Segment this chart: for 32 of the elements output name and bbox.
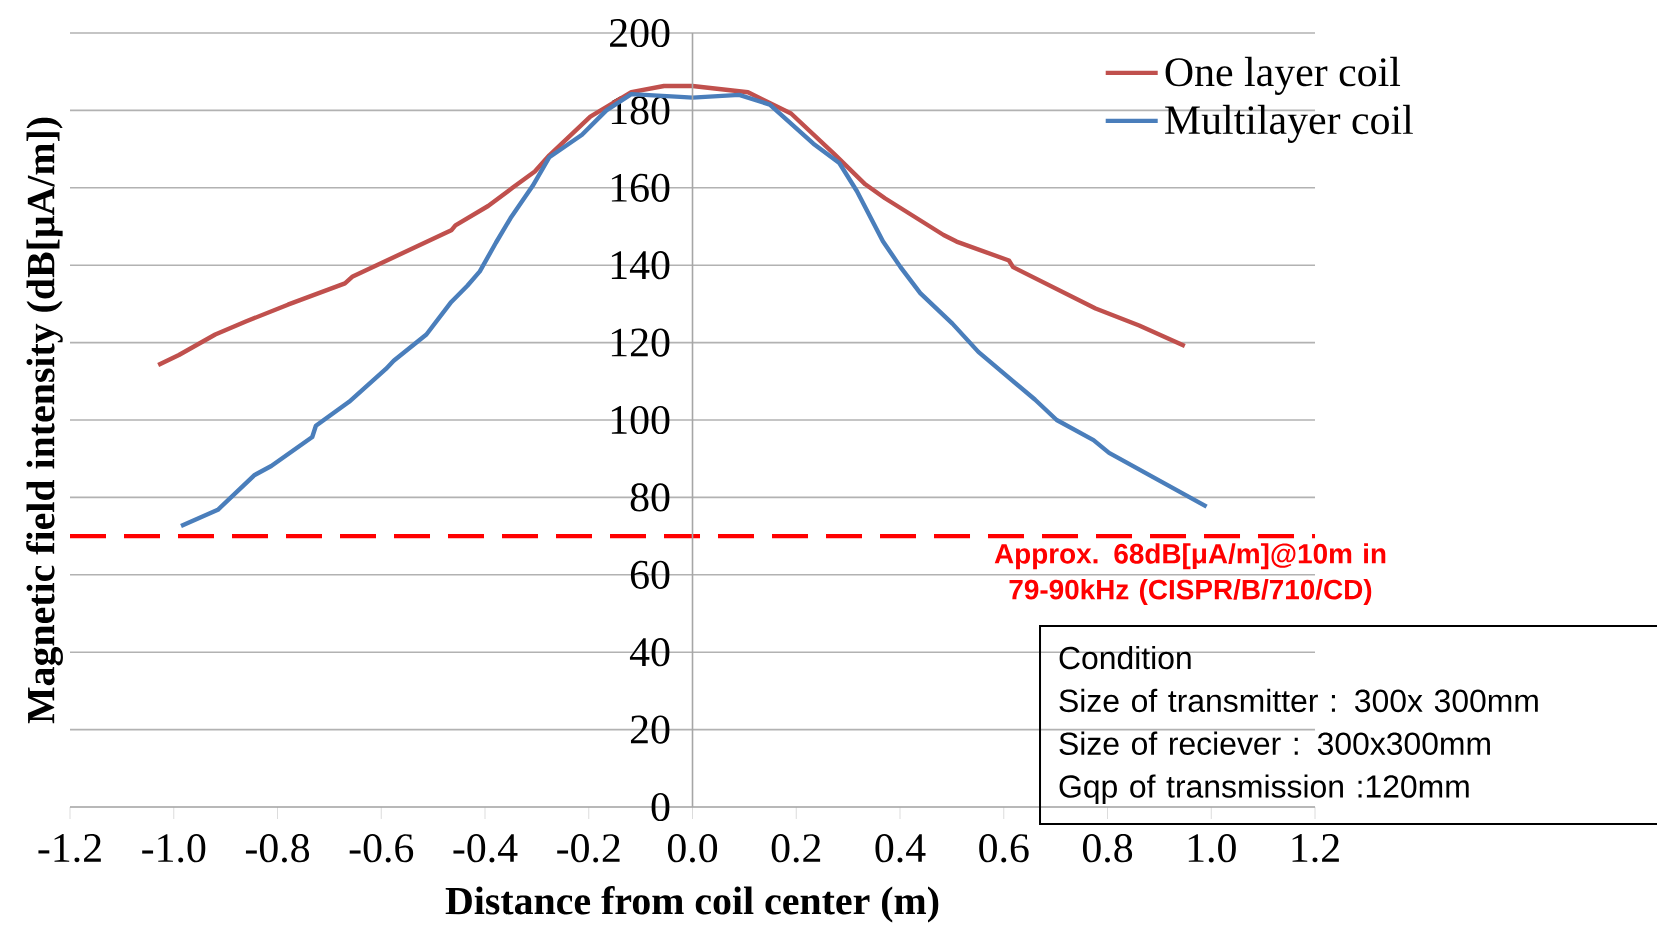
y-tick-label: 160 — [611, 173, 670, 202]
x-tick-label: -0.4 — [453, 834, 518, 863]
x-tick-label: 0.8 — [1082, 834, 1133, 863]
x-tick-label: -1.2 — [38, 834, 101, 863]
x-tick-label: -0.6 — [349, 834, 414, 863]
x-axis-title: Distance from coil center (m) — [445, 886, 939, 923]
x-tick-label: 1.0 — [1188, 834, 1236, 863]
y-tick-label: 80 — [630, 483, 670, 512]
legend-label: One layer coil — [1165, 56, 1401, 95]
annotation: Size of transmitter : 300x 300mm — [1059, 688, 1538, 713]
y-tick-label: 60 — [630, 560, 670, 589]
annotation: Condition — [1059, 645, 1191, 670]
ref-line-label: Approx. 68dB[μA/m]@10m in 79-90kHz (CISPR/B/710/CD) — [994, 543, 1386, 605]
x-tick-label: -1.0 — [142, 834, 206, 863]
y-tick-label: 20 — [630, 715, 670, 744]
x-tick-label: 0.0 — [667, 834, 718, 863]
y-axis-title: Magnetic field intensity (dB[μA/m]) — [26, 117, 63, 724]
annotation: Gqp of transmission :120mm — [1059, 774, 1469, 805]
x-tick-label: -0.8 — [245, 834, 310, 863]
x-tick-label: -0.2 — [557, 834, 620, 863]
x-tick-label: 0.6 — [979, 834, 1029, 863]
y-tick-label: 100 — [611, 405, 670, 435]
x-tick-label: 0.2 — [771, 834, 821, 863]
annotation: Size of reciever : 300x300mm — [1059, 731, 1490, 755]
y-tick-label: 40 — [629, 638, 670, 667]
x-tick-label: 0.4 — [875, 834, 926, 863]
y-tick-label: 0 — [651, 792, 670, 822]
x-tick-label: 1.2 — [1292, 834, 1339, 863]
y-tick-label: 140 — [611, 251, 670, 280]
y-tick-label: 200 — [610, 18, 670, 48]
y-tick-label: 120 — [611, 328, 670, 357]
legend-label: Multilayer coil — [1165, 104, 1413, 143]
